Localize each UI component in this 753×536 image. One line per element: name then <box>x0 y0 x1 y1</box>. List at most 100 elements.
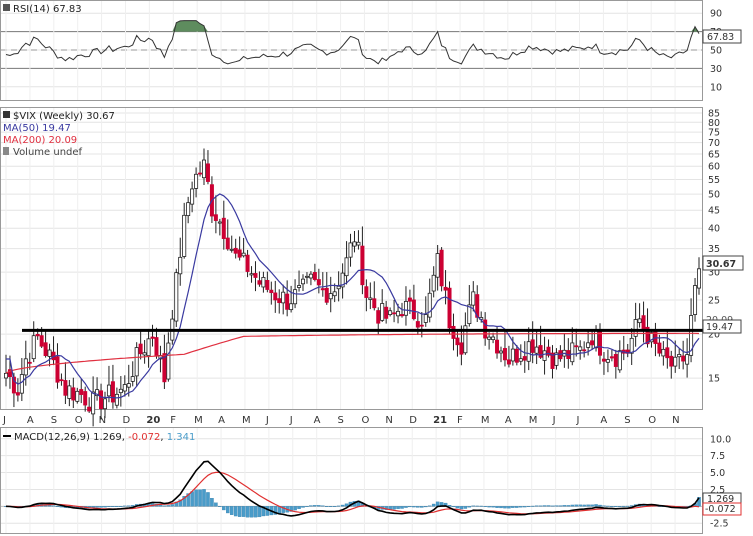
candle-body <box>316 279 321 286</box>
macd-histogram-bar <box>233 506 238 517</box>
candle-body <box>447 287 452 329</box>
macd-histogram-bar <box>519 506 523 508</box>
candle-body <box>130 376 135 382</box>
macd-value-label: 1.269 <box>707 494 734 505</box>
macd-histogram-bar <box>332 506 337 507</box>
candle-body <box>471 291 476 306</box>
candle-body <box>265 280 270 290</box>
candle-body <box>55 356 60 383</box>
macd-histogram-bar <box>245 506 250 518</box>
candle-body <box>526 341 531 362</box>
macd-histogram-bar <box>289 506 293 512</box>
price-tick-label: 20 <box>708 330 720 341</box>
macd-histogram-bar <box>503 506 507 509</box>
macd-tick-label: 5.0 <box>710 468 725 479</box>
candle-body <box>27 361 32 364</box>
macd-histogram-bar <box>594 504 598 507</box>
macd-histogram-bar <box>412 506 416 508</box>
macd-histogram-bar <box>328 506 333 507</box>
macd-histogram-bar <box>629 505 634 507</box>
candle-body <box>269 289 274 294</box>
candle-body <box>126 383 131 388</box>
candle-body <box>407 297 412 302</box>
candle-body <box>19 374 24 394</box>
candle-body <box>285 293 290 310</box>
candle-body <box>15 392 20 396</box>
candle-body <box>134 347 139 377</box>
macd-histogram-bar <box>198 489 202 507</box>
x-month-label: A <box>218 415 225 426</box>
macd-histogram-bar <box>210 498 214 507</box>
macd-histogram-bar <box>447 505 452 507</box>
macd-histogram-bar <box>622 505 626 507</box>
macd-histogram-bar <box>115 506 119 507</box>
candle-body <box>677 354 682 358</box>
macd-histogram-bar <box>55 506 60 507</box>
rsi-grid <box>1 1 702 100</box>
candle-body <box>79 389 84 395</box>
macd-histogram-bar <box>190 491 194 507</box>
candle-body <box>75 390 80 402</box>
price-legend-swatch <box>3 111 10 118</box>
macd-histogram-bar <box>166 505 171 507</box>
candle-body <box>198 172 203 175</box>
macd-histogram-bar <box>226 506 230 514</box>
candle-body <box>443 286 448 291</box>
macd-sep: , <box>160 432 166 443</box>
candle-body <box>162 353 167 383</box>
candle-body <box>166 342 171 380</box>
candle-body <box>669 355 674 367</box>
candle-body <box>403 301 408 316</box>
candle-body <box>293 289 298 305</box>
macd-histogram-bar <box>582 504 586 507</box>
macd-histogram-bar <box>420 506 424 508</box>
price-tick-label: 15 <box>708 374 720 385</box>
macd-histogram-bar <box>317 505 321 507</box>
candle-body <box>174 272 179 322</box>
rsi-plot <box>5 20 700 65</box>
candle-body <box>384 306 389 319</box>
macd-histogram-bar <box>606 505 610 507</box>
x-month-label: N <box>385 415 392 426</box>
candle-body <box>685 354 690 365</box>
candle-body <box>423 314 428 323</box>
x-month-label: S <box>51 415 57 426</box>
macd-frame <box>0 427 703 534</box>
candle-body <box>205 163 210 182</box>
candle-body <box>95 389 100 397</box>
x-month-label: M <box>194 415 203 426</box>
macd-histogram-bar <box>511 506 515 508</box>
macd-histogram-bar <box>602 505 606 507</box>
macd-histogram-bar <box>241 506 246 517</box>
candle-body <box>360 245 365 286</box>
candle-body <box>273 292 278 301</box>
macd-histogram-bar <box>400 506 404 509</box>
candle-body <box>388 310 393 315</box>
macd-tick-label: 7.5 <box>710 451 725 462</box>
macd-histogram-bar <box>463 506 468 509</box>
candle-body <box>304 275 309 278</box>
macd-histogram-bar <box>479 505 483 507</box>
macd-histogram-bar <box>309 505 313 507</box>
rsi-legend-swatch <box>3 4 10 11</box>
macd-histogram-bar <box>253 506 258 518</box>
candle-body <box>689 315 694 356</box>
macd-histogram-bar <box>51 505 56 507</box>
x-month-label: M <box>242 415 251 426</box>
macd-histogram-bar <box>499 506 503 509</box>
candle-body <box>114 393 119 406</box>
price-tick-label: 50 <box>708 190 720 201</box>
candle-body <box>43 342 48 357</box>
x-month-label: N <box>99 415 106 426</box>
candle-body <box>546 346 551 356</box>
candle-body <box>574 345 579 348</box>
candle-body <box>522 356 527 361</box>
macd-histogram-bar <box>392 506 396 510</box>
candle-body <box>122 384 127 392</box>
candle-body <box>23 358 28 376</box>
candle-body <box>233 247 238 254</box>
candle-body <box>154 337 159 357</box>
candle-body <box>451 325 456 339</box>
candle-body <box>530 339 535 353</box>
